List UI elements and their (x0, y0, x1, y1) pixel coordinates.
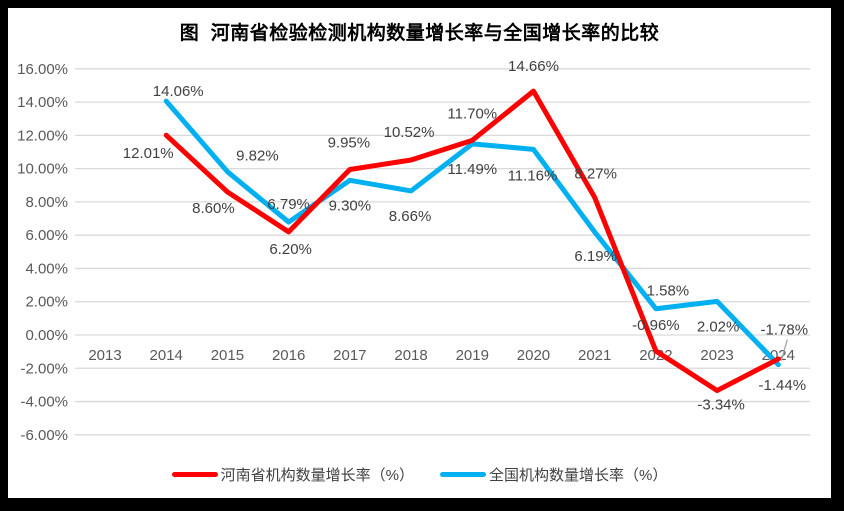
national-data-label: 6.79% (267, 196, 310, 213)
x-axis-tick-label: 2021 (578, 347, 611, 364)
henan-data-label: 8.27% (574, 165, 617, 182)
henan-data-label: 12.01% (123, 145, 174, 162)
national-data-label: 11.49% (447, 161, 497, 178)
y-axis-tick-label: 8.00% (25, 194, 68, 211)
national-data-label: 8.66% (389, 208, 432, 225)
x-axis-tick-label: 2020 (517, 347, 550, 364)
x-axis-tick-label: 2019 (456, 347, 489, 364)
y-axis-tick-label: 4.00% (25, 260, 68, 277)
national-data-label: 14.06% (153, 83, 204, 100)
chart-legend: 河南省机构数量增长率（%） 全国机构数量增长率（%） (8, 464, 831, 485)
national-data-label: 9.82% (236, 148, 279, 165)
x-axis-tick-label: 2017 (333, 347, 366, 364)
national-data-label: 2.02% (697, 318, 740, 335)
legend-label-national: 全国机构数量增长率（%） (489, 467, 668, 484)
y-axis-tick-label: 6.00% (25, 227, 68, 244)
line-chart-plot-area: 16.00% 14.00% 12.00% 10.00% 8.00% 6.00% 4.00% 2… (17, 58, 810, 444)
x-axis-tick-label: 2023 (700, 347, 733, 364)
national-series-line-swatch (440, 472, 486, 477)
y-axis-tick-label: 10.00% (17, 161, 68, 178)
x-axis-tick-label: 2014 (150, 347, 183, 364)
henan-data-label: -3.34% (697, 397, 745, 414)
henan-data-label: 8.60% (192, 200, 235, 217)
legend-item-national: 全国机构数量增长率（%） (440, 464, 667, 485)
y-axis-tick-label: 2.00% (25, 294, 68, 311)
national-series-line (163, 98, 781, 368)
y-axis-tick-label: 0.00% (25, 327, 68, 344)
henan-data-label: 6.20% (269, 241, 312, 258)
henan-data-label: 9.95% (328, 134, 371, 151)
y-axis-tick-label: 14.00% (17, 94, 68, 111)
x-axis-tick-label: 2024 (762, 347, 795, 364)
henan-data-label: 14.66% (508, 58, 559, 75)
henan-data-label: 10.52% (384, 124, 435, 141)
national-data-label: -1.78% (761, 322, 809, 339)
x-axis-tick-label: 2016 (272, 347, 305, 364)
national-data-label: 11.16% (508, 167, 558, 184)
x-axis-tick-label: 2018 (394, 347, 427, 364)
henan-data-label: 11.70% (447, 105, 497, 122)
y-axis-tick-label: -6.00% (20, 427, 68, 444)
legend-label-henan: 河南省机构数量增长率（%） (220, 467, 414, 484)
henan-data-label: -0.96% (632, 317, 680, 334)
chart-canvas: 16.00% 14.00% 12.00% 10.00% 8.00% 6.00% 4.00% 2… (8, 8, 831, 498)
national-data-label: 6.19% (574, 248, 617, 265)
data-label-leader-line (780, 339, 788, 361)
x-axis-tick-label: 2015 (211, 347, 244, 364)
y-axis-tick-label: -2.00% (20, 360, 68, 377)
national-data-label: 9.30% (329, 197, 372, 214)
legend-item-henan: 河南省机构数量增长率（%） (171, 464, 414, 485)
henan-series-line (163, 88, 781, 394)
x-axis-tick-label: 2013 (88, 347, 121, 364)
national-data-label: 1.58% (647, 283, 690, 300)
y-axis-tick-label: 16.00% (17, 61, 68, 78)
henan-series-line-swatch (171, 472, 218, 477)
x-axis-tick-label: 2022 (639, 347, 672, 364)
y-axis-tick-label: 12.00% (17, 127, 68, 144)
chart-title: 图 河南省检验检测机构数量增长率与全国增长率的比较 (179, 23, 660, 44)
y-axis-tick-label: -4.00% (20, 394, 68, 411)
henan-data-label: -1.44% (759, 377, 807, 394)
